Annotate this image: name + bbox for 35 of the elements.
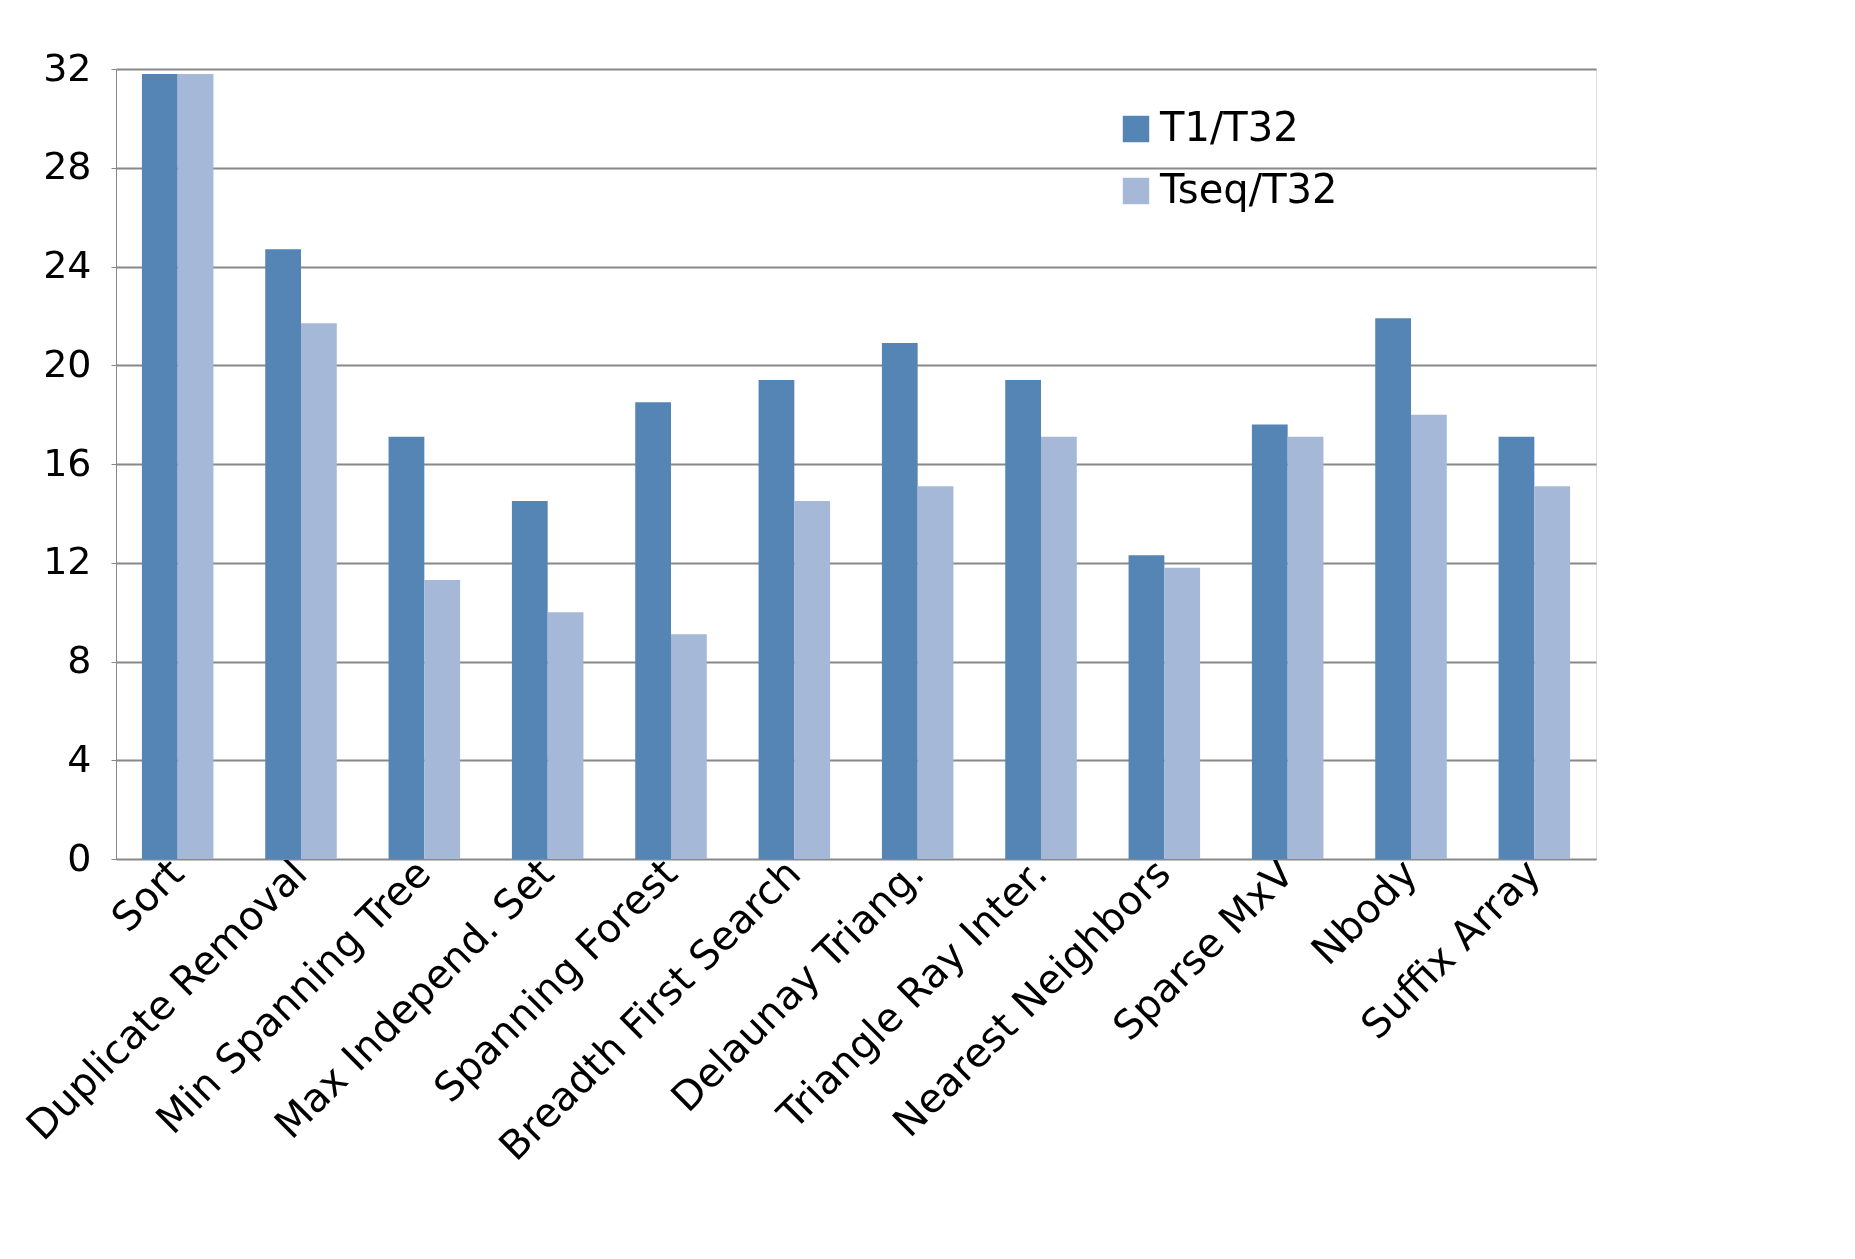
bar xyxy=(141,73,178,859)
y-tick-label: 4 xyxy=(67,736,92,781)
y-tick-label: 16 xyxy=(43,440,92,485)
legend-label: T1/T32 xyxy=(1159,104,1299,150)
y-tick-label: 20 xyxy=(43,341,92,386)
bar xyxy=(635,402,671,859)
bar xyxy=(1287,436,1324,859)
bar xyxy=(1041,436,1077,859)
bar xyxy=(794,501,831,859)
bar xyxy=(1411,414,1447,859)
bar xyxy=(511,501,548,859)
bar xyxy=(1164,567,1201,859)
bar xyxy=(424,580,461,859)
bar xyxy=(177,73,214,859)
bar xyxy=(301,323,337,859)
bar xyxy=(265,249,301,859)
bar xyxy=(1534,486,1571,859)
bar xyxy=(1375,318,1411,859)
y-tick-label: 32 xyxy=(43,45,92,90)
bar xyxy=(547,612,584,859)
bar xyxy=(1251,424,1288,859)
y-tick-label: 12 xyxy=(43,539,92,584)
bar xyxy=(388,436,425,859)
bar xyxy=(758,380,795,859)
bar xyxy=(881,343,918,859)
bar xyxy=(1498,436,1535,859)
bar xyxy=(1005,380,1041,859)
y-tick-label: 0 xyxy=(67,835,92,880)
legend-label: Tseq/T32 xyxy=(1159,166,1338,212)
bar xyxy=(917,486,954,859)
y-tick-label: 8 xyxy=(67,638,92,682)
y-tick-label: 24 xyxy=(43,243,92,287)
bar xyxy=(671,634,707,859)
bar xyxy=(1128,555,1165,859)
y-tick-label: 28 xyxy=(43,144,92,189)
